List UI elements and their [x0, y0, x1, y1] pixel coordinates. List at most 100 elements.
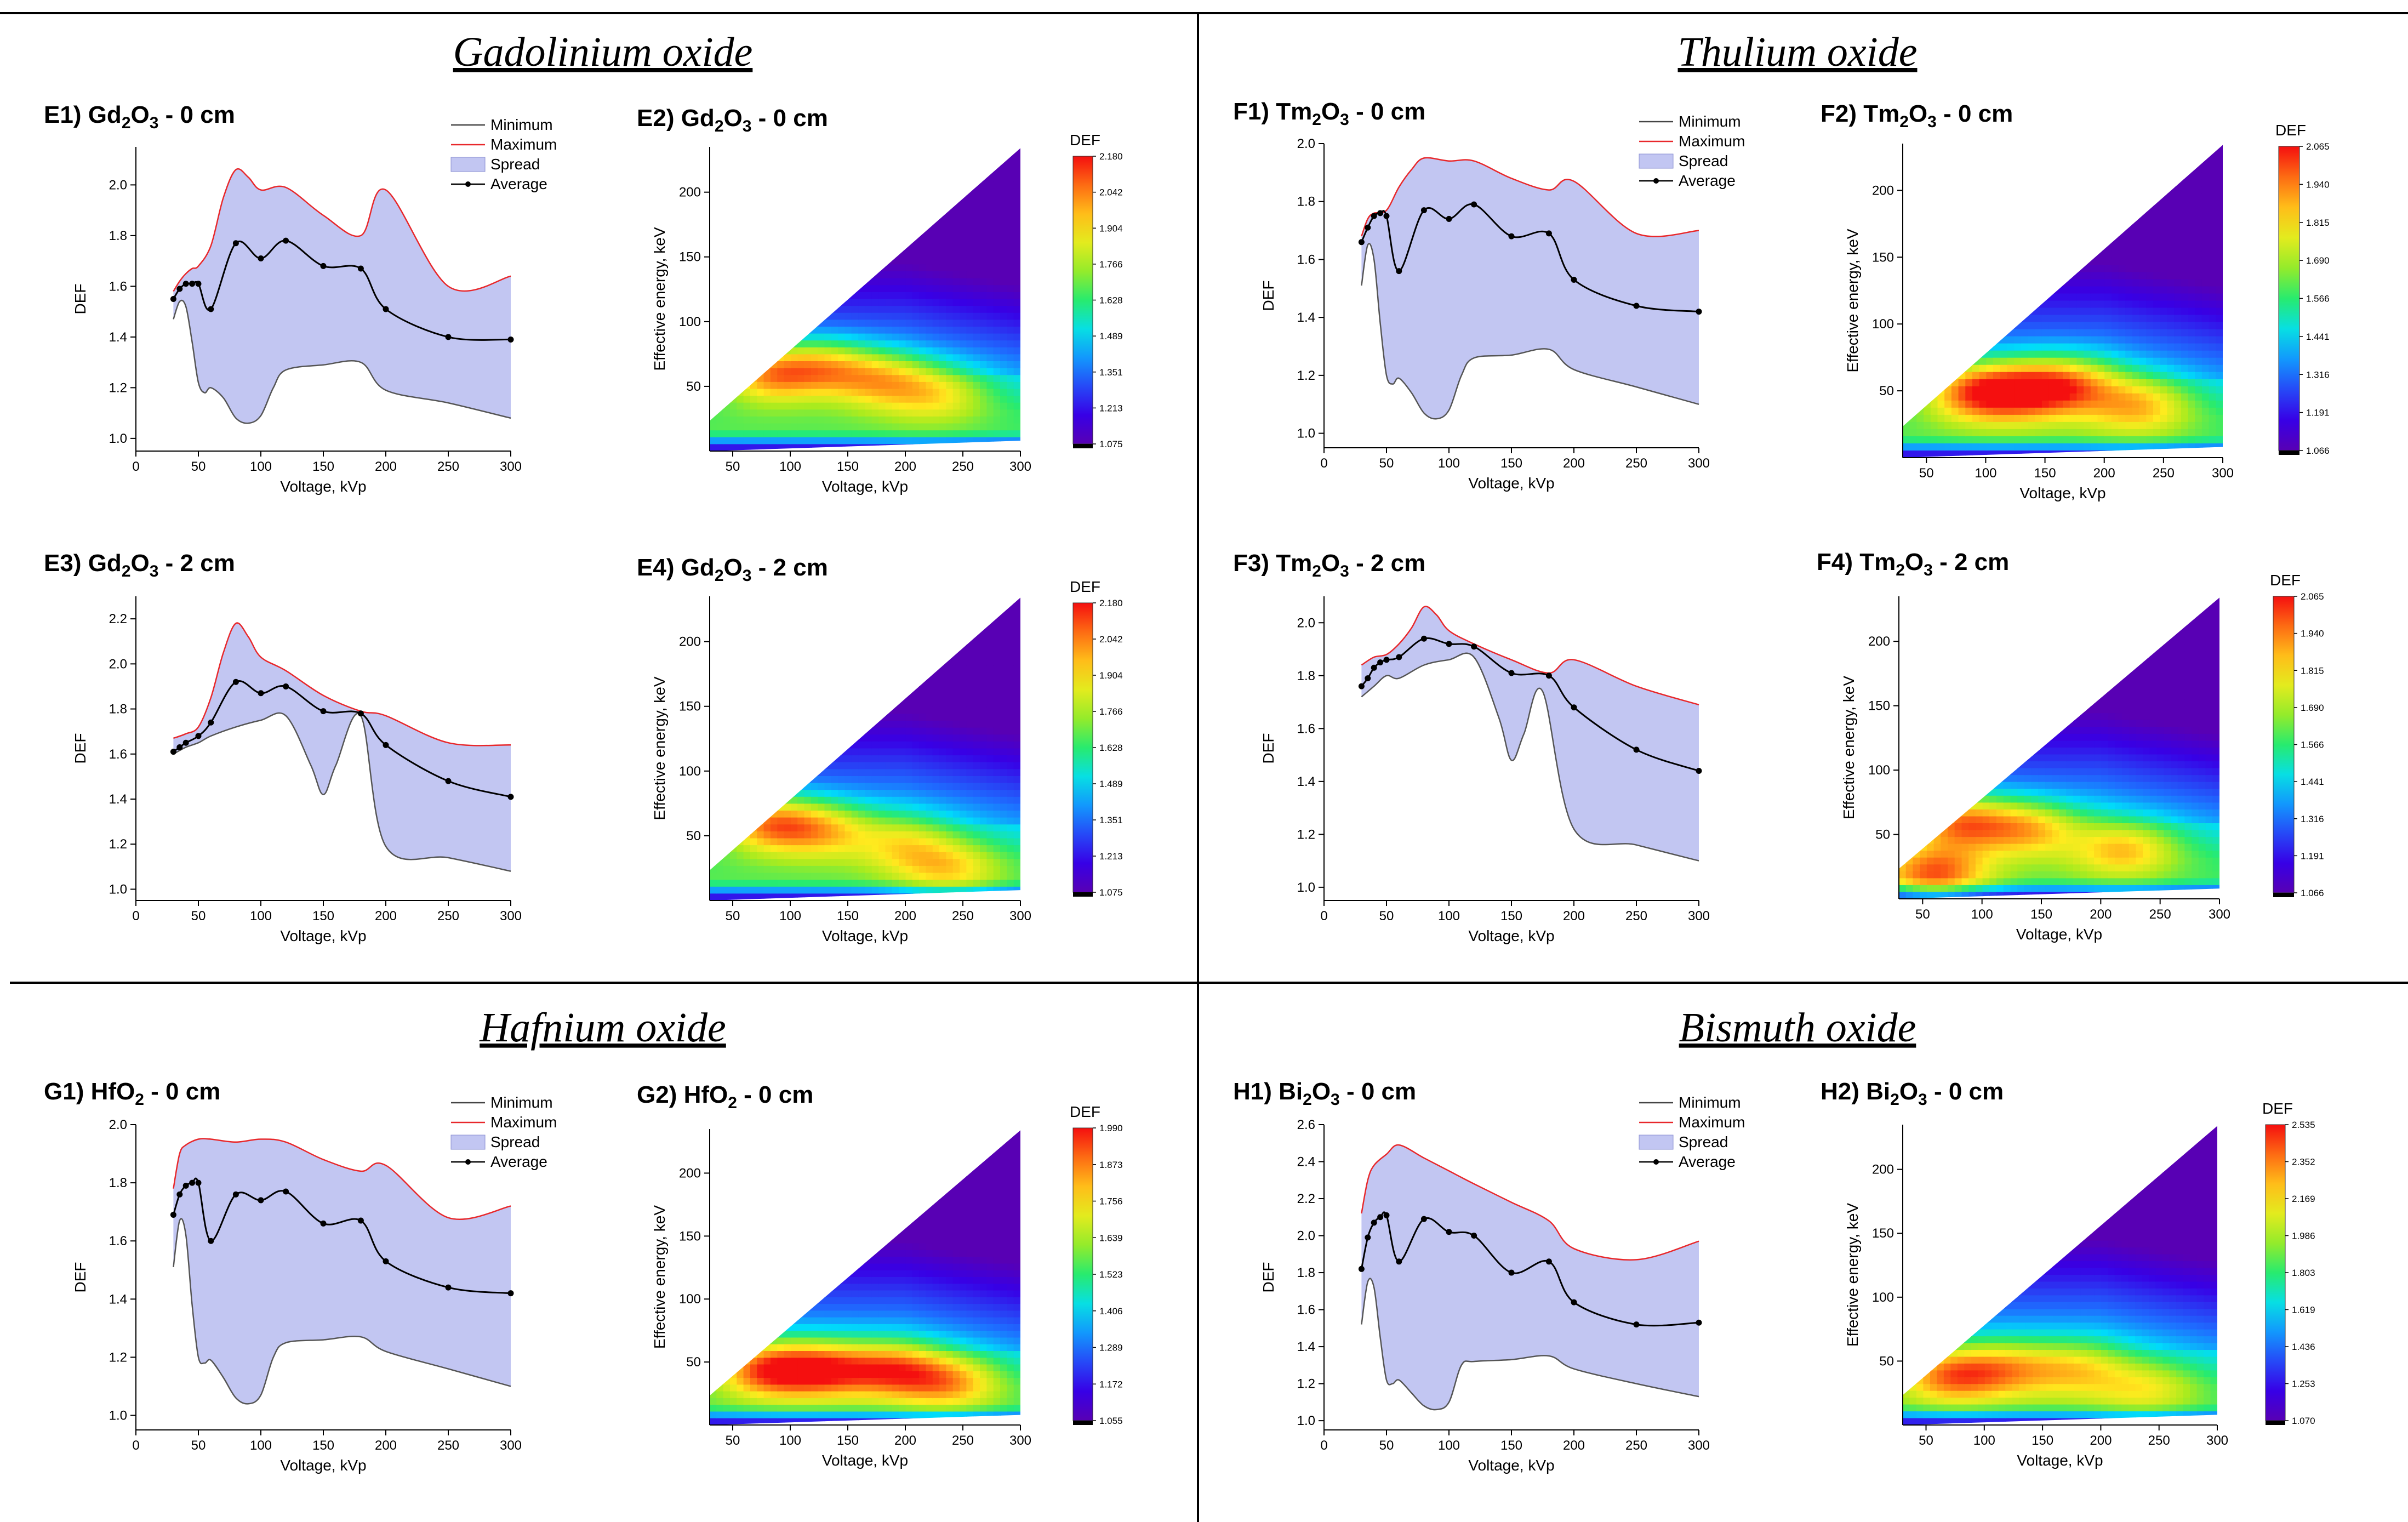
heatmap-cell — [737, 409, 744, 417]
heatmap-cell — [939, 230, 947, 237]
heatmap-cell — [1944, 451, 1952, 458]
heatmap-cell — [838, 354, 846, 362]
heatmap-cell — [986, 188, 994, 196]
heatmap-cell — [1958, 414, 1966, 423]
heatmap-cell — [710, 250, 717, 258]
heatmap-cell — [851, 423, 859, 431]
heatmap-cell — [710, 195, 717, 203]
heatmap-cell — [838, 796, 846, 805]
heatmap-cell — [757, 859, 764, 867]
heatmap-cell — [899, 838, 906, 846]
heatmap-cell — [892, 444, 899, 451]
heatmap-cell — [952, 181, 960, 189]
heatmap-cell — [737, 292, 744, 300]
heatmap-cell — [871, 153, 879, 161]
heatmap-cell — [946, 776, 954, 784]
heatmap-cell — [770, 333, 778, 341]
heatmap-cell — [710, 693, 717, 700]
heatmap-cell — [730, 292, 738, 300]
heatmap-cell — [737, 271, 744, 279]
heatmap-cell — [804, 637, 812, 646]
heatmap-cell — [1951, 272, 1959, 280]
heatmap-cell — [777, 223, 785, 231]
heatmap-cell — [804, 396, 812, 403]
heatmap-cell — [939, 167, 947, 175]
heatmap-cell — [811, 437, 818, 445]
heatmap-cell — [1000, 153, 1008, 161]
heatmap-cell — [966, 700, 974, 708]
heatmap-cell — [952, 188, 960, 196]
average-point — [357, 710, 364, 717]
heatmap-cell — [838, 803, 846, 811]
heatmap-cell — [804, 416, 812, 424]
heatmap-cell — [730, 354, 738, 362]
heatmap-cell — [1958, 201, 1966, 208]
heatmap-cell — [885, 645, 893, 652]
heatmap-cell — [757, 880, 764, 887]
heatmap-cell — [784, 181, 791, 189]
heatmap-cell — [1951, 229, 1959, 237]
heatmap-cell — [926, 693, 933, 700]
heatmap-cell — [885, 734, 893, 742]
heatmap-cell — [899, 811, 906, 818]
heatmap-cell — [831, 679, 838, 687]
heatmap-cell — [1951, 279, 1959, 287]
formula-part: Tm — [1863, 100, 1899, 127]
heatmap-cell — [871, 665, 879, 673]
heatmap-cell — [838, 811, 846, 818]
heatmap-cell — [831, 396, 838, 403]
heatmap-cell — [993, 320, 1001, 327]
heatmap-cell — [784, 361, 791, 369]
heatmap-cell — [811, 811, 818, 818]
heatmap-cell — [790, 271, 798, 279]
heatmap-cell — [926, 845, 933, 853]
heatmap-cell — [932, 195, 940, 203]
heatmap-cell — [770, 886, 778, 894]
heatmap-cell — [804, 209, 812, 216]
heatmap-cell — [1930, 193, 1938, 201]
heatmap-cell — [1013, 783, 1020, 790]
heatmap-cell — [939, 721, 947, 728]
heatmap-cell — [723, 423, 731, 431]
heatmap-cell — [777, 306, 785, 313]
heatmap-cell — [973, 811, 980, 818]
average-point — [320, 263, 327, 269]
heatmap-cell — [892, 202, 899, 210]
heatmap-cell — [763, 278, 771, 286]
heatmap-cell — [710, 831, 717, 839]
heatmap-cell — [1937, 279, 1945, 287]
heatmap-cell — [818, 603, 825, 611]
heatmap-cell — [1903, 315, 1910, 323]
heatmap-cell — [952, 230, 960, 237]
heatmap-cell — [1930, 350, 1938, 358]
heatmap-cell — [932, 437, 940, 445]
heatmap-cell — [912, 665, 920, 673]
heatmap-cell — [757, 389, 764, 396]
average-point — [1633, 303, 1640, 309]
y-tick-label: 1.8 — [109, 1176, 127, 1190]
heatmap-cell — [844, 776, 852, 784]
heatmap-cell — [919, 727, 927, 736]
heatmap-cell — [750, 658, 758, 666]
heatmap-cell — [1903, 250, 1910, 259]
heatmap-cell — [1007, 665, 1014, 673]
heatmap-cell — [710, 409, 717, 417]
heatmap-cell — [926, 223, 933, 231]
heatmap-cell — [784, 223, 791, 231]
heatmap-cell — [790, 776, 798, 784]
heatmap-cell — [831, 188, 838, 196]
heatmap-cell — [946, 188, 954, 196]
heatmap-cell — [824, 230, 832, 237]
average-point — [445, 778, 452, 784]
heatmap-cell — [858, 347, 866, 355]
heatmap-cell — [750, 700, 758, 708]
heatmap-cell — [980, 375, 988, 383]
heatmap-cell — [770, 216, 778, 224]
heatmap-cell — [966, 396, 974, 403]
heatmap-cell — [878, 741, 886, 749]
heatmap-cell — [960, 423, 967, 431]
heatmap-cell — [905, 237, 913, 244]
heatmap-cell — [770, 416, 778, 424]
heatmap-cell — [737, 416, 744, 424]
heatmap-cell — [757, 803, 764, 811]
